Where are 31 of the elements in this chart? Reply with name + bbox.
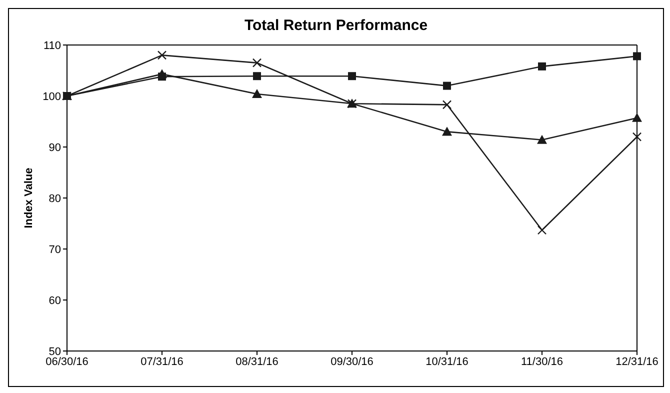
x-tick-label: 08/31/16: [236, 356, 278, 368]
point: [157, 50, 167, 60]
point: [537, 226, 547, 235]
point: [443, 82, 451, 90]
point: [538, 62, 546, 70]
point: [157, 69, 167, 78]
chart-title: Total Return Performance: [243, 17, 429, 35]
x-tick-label: 10/31/16: [426, 356, 468, 368]
point: [632, 112, 642, 122]
x-tick-label: 11/30/16: [520, 356, 564, 368]
y-axis-title: Index Value: [22, 168, 35, 228]
x-tick-label: 06/30/16: [46, 356, 88, 368]
y-tick-label: 60: [48, 294, 61, 307]
point: [253, 72, 261, 80]
point: [442, 126, 452, 136]
point: [348, 72, 356, 80]
point: [442, 100, 452, 110]
y-tick-label: 70: [48, 244, 61, 256]
x-tick-label: 09/30/16: [330, 356, 374, 368]
x-tick-label: 07/31/16: [140, 356, 184, 368]
point: [537, 134, 547, 144]
point: [252, 88, 262, 98]
point: [252, 58, 262, 68]
point: [632, 132, 642, 142]
y-tick-label: 110: [43, 40, 61, 52]
y-tick-label: 100: [42, 90, 61, 103]
point: [633, 52, 641, 60]
x-tick-label: 12/31/16: [616, 356, 658, 368]
y-tick-label: 50: [48, 346, 61, 358]
y-tick-label: 90: [48, 142, 61, 154]
y-tick-label: 80: [48, 192, 61, 205]
